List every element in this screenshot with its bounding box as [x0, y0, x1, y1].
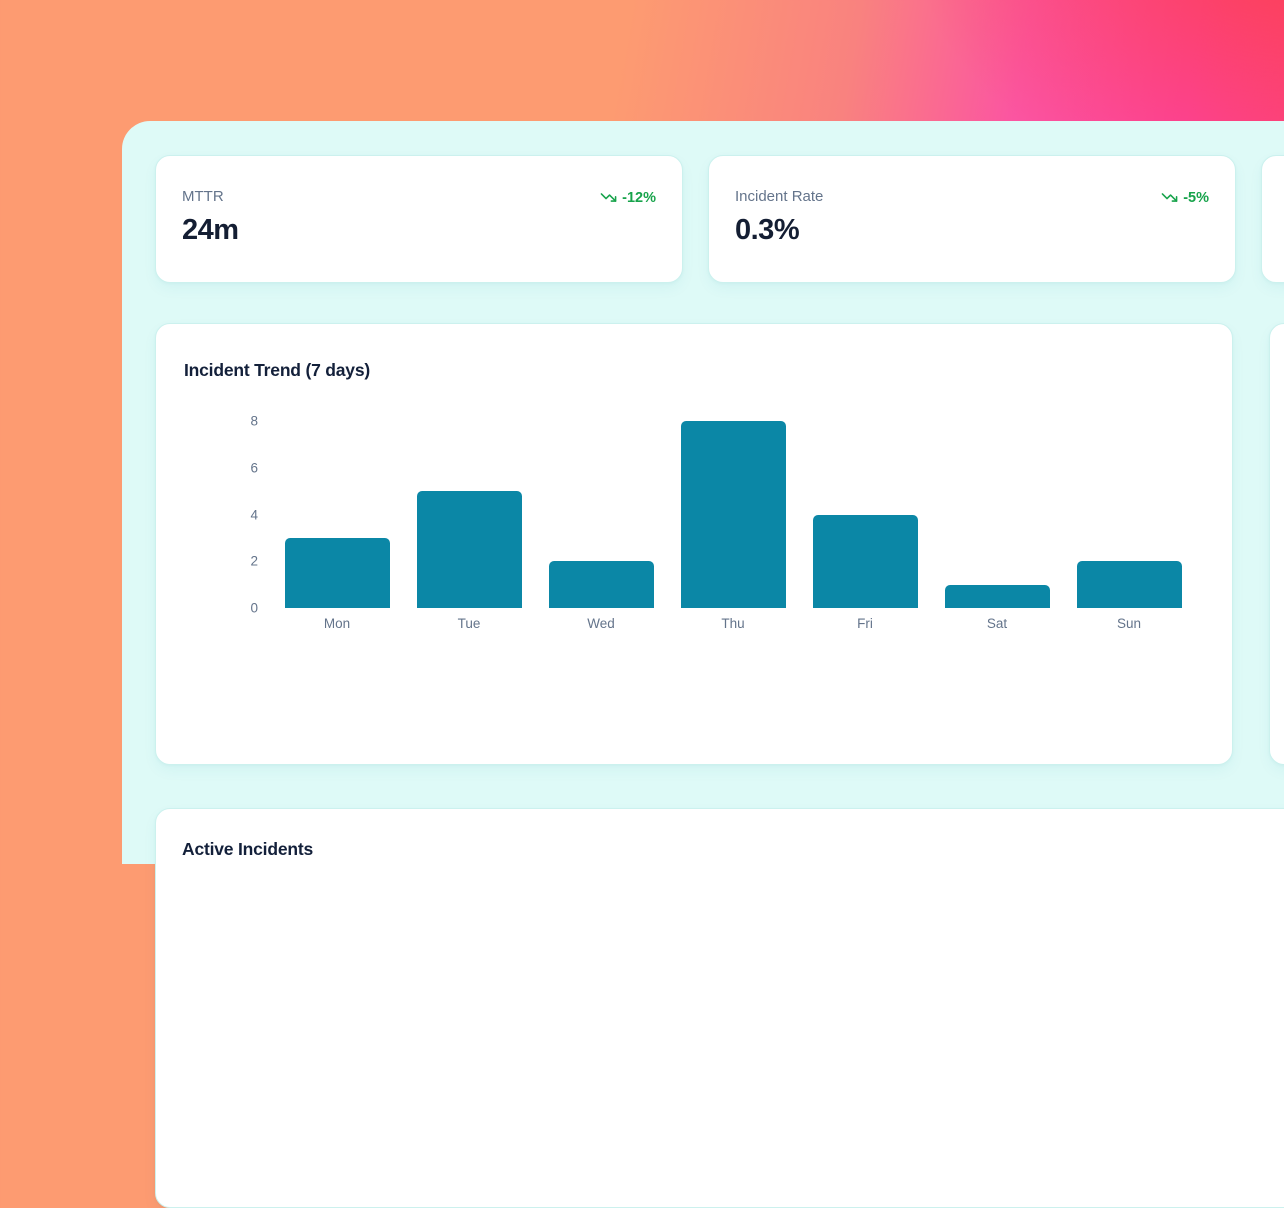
- chart-card-partial: [1269, 323, 1284, 765]
- kpi-trend-value: -5%: [1183, 189, 1209, 206]
- bar-sat: [944, 584, 1050, 608]
- x-tick-label: Thu: [721, 616, 745, 631]
- bar-mon: [284, 537, 390, 608]
- kpi-label: MTTR: [182, 188, 224, 205]
- bar-slot: [271, 421, 403, 608]
- y-tick-label: 8: [250, 413, 258, 429]
- chart-x-axis: Mon Tue Wed Thu Fri Sat Sun: [271, 616, 1195, 631]
- y-tick-label: 0: [250, 600, 258, 616]
- dashboard-panel: MTTR 24m -12% Incident Rate 0.3% -5%: [122, 121, 1284, 1208]
- active-incidents-card: Active Incidents: [155, 808, 1284, 1208]
- bar-wed: [548, 561, 654, 608]
- kpi-trend-badge: -5%: [1161, 189, 1209, 206]
- bar-slot: [667, 421, 799, 608]
- x-tick-label: Sat: [986, 616, 1008, 631]
- bar-plot: [271, 421, 1195, 608]
- bar-sun: [1076, 561, 1182, 608]
- bar-slot: [535, 421, 667, 608]
- y-tick-label: 2: [250, 553, 258, 569]
- kpi-card-incident-rate: Incident Rate 0.3% -5%: [708, 155, 1236, 283]
- kpi-value: 24m: [182, 214, 239, 246]
- x-tick-label: Tue: [457, 616, 481, 631]
- bar-slot: [1063, 421, 1195, 608]
- bar-thu: [680, 421, 786, 608]
- bar-fri: [812, 514, 918, 608]
- kpi-label: Incident Rate: [735, 188, 824, 205]
- y-tick-label: 4: [250, 507, 258, 522]
- bar-slot: [799, 421, 931, 608]
- trending-down-icon: [600, 189, 617, 206]
- active-incidents-title: Active Incidents: [182, 839, 314, 859]
- y-tick-label: 6: [250, 460, 258, 476]
- x-tick-label: Sun: [1116, 616, 1142, 631]
- kpi-card-mttr: MTTR 24m -12%: [155, 155, 683, 283]
- kpi-trend-value: -12%: [622, 189, 656, 206]
- x-tick-label: Mon: [323, 616, 351, 631]
- x-tick-label: Wed: [587, 616, 615, 631]
- kpi-trend-badge: -12%: [600, 189, 656, 206]
- chart-title: Incident Trend (7 days): [184, 360, 370, 380]
- bar-slot: [403, 421, 535, 608]
- trending-down-icon: [1161, 189, 1178, 206]
- kpi-value: 0.3%: [735, 214, 800, 246]
- kpi-card-partial: [1261, 155, 1284, 283]
- x-tick-label: Fri: [857, 616, 873, 631]
- bar-slot: [931, 421, 1063, 608]
- incident-trend-chart-card: Incident Trend (7 days) 0 2 4 6 8 Mon Tue Wed T…: [155, 323, 1233, 765]
- bar-tue: [416, 491, 522, 608]
- chart-y-axis: 0 2 4 6 8: [216, 414, 258, 616]
